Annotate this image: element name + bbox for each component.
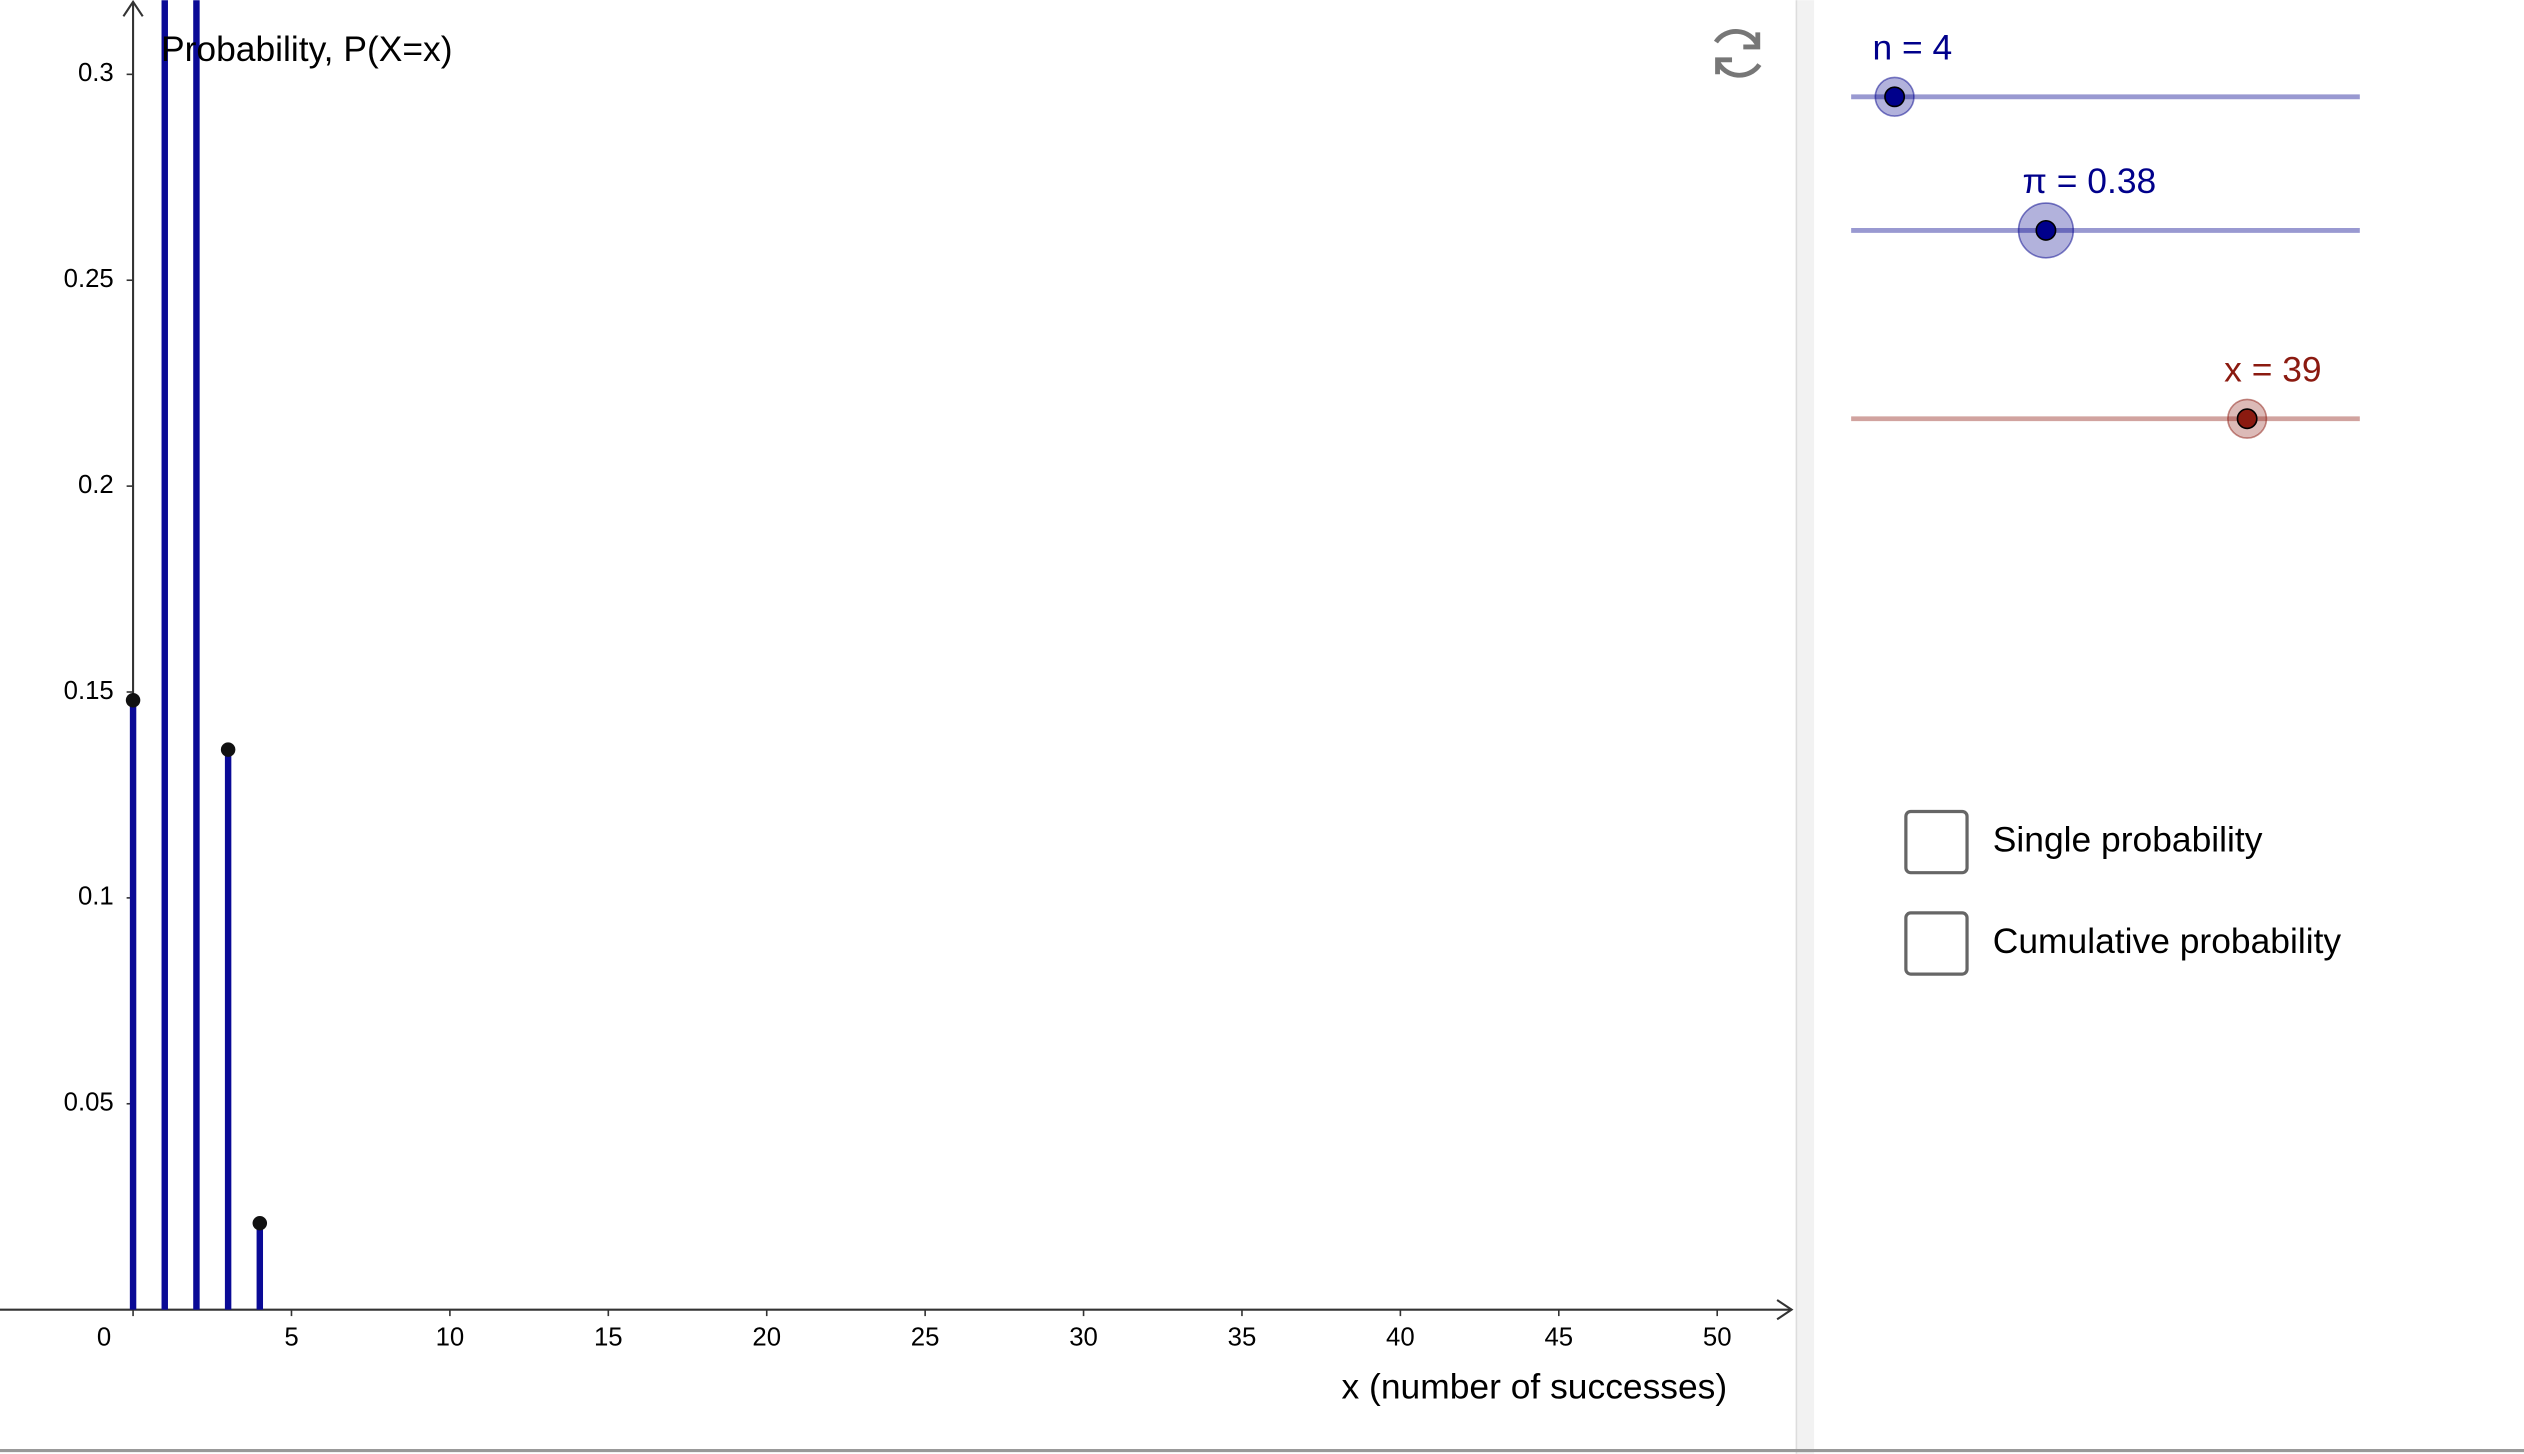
refresh-button[interactable] bbox=[1713, 29, 1762, 78]
y-tick-label: 0.3 bbox=[78, 59, 114, 87]
x-tick-label: 0 bbox=[97, 1323, 111, 1351]
x-tick-label: 25 bbox=[911, 1323, 940, 1351]
y-tick-label: 0.2 bbox=[78, 471, 114, 499]
x-tick-label: 35 bbox=[1228, 1323, 1257, 1351]
x-tick-label: 45 bbox=[1544, 1323, 1573, 1351]
stems bbox=[125, 0, 268, 1310]
slider-label: π = 0.38 bbox=[2023, 161, 2157, 201]
x-tick-label: 15 bbox=[594, 1323, 623, 1351]
y-tick-label: 0.05 bbox=[64, 1089, 114, 1117]
x-axis-arrow bbox=[1776, 1299, 1794, 1321]
slider-label: x = 39 bbox=[2224, 349, 2321, 389]
y-axis-arrow bbox=[122, 0, 144, 17]
panel-divider bbox=[1796, 0, 1815, 1454]
slider[interactable]: n = 4 bbox=[1851, 27, 2360, 117]
plot-area: 0 5 10 15 20 25 30 35 40 45 50 0.05 0.1 0.15 0.2 0.25 0.… bbox=[0, 0, 1794, 1351]
y-tick-label: 0.1 bbox=[78, 883, 114, 911]
slider-knob bbox=[1884, 86, 1906, 108]
checkbox[interactable]: Single probability bbox=[1904, 809, 2263, 875]
slider[interactable]: x = 39 bbox=[1851, 349, 2360, 439]
slider-knob bbox=[2035, 219, 2057, 241]
x-tick-label: 20 bbox=[752, 1323, 781, 1351]
stem-point bbox=[220, 742, 236, 757]
controls-panel: n = 4 π = 0.38 x = 39 Single probability Cum… bbox=[1851, 27, 2360, 976]
x-tick-label: 50 bbox=[1703, 1323, 1732, 1351]
slider-label: n = 4 bbox=[1872, 27, 1952, 67]
stem-point bbox=[125, 692, 141, 708]
slider-knob bbox=[2236, 408, 2258, 430]
checkbox[interactable]: Cumulative probability bbox=[1904, 911, 2342, 976]
x-tick-label: 30 bbox=[1069, 1323, 1098, 1351]
slider[interactable]: π = 0.38 bbox=[1851, 161, 2360, 259]
y-tick-label: 0.25 bbox=[64, 265, 114, 293]
checkbox-box bbox=[1904, 809, 1969, 875]
x-tick-label: 5 bbox=[284, 1323, 298, 1351]
checkbox-box bbox=[1904, 911, 1969, 976]
checkbox-label: Cumulative probability bbox=[1993, 921, 2342, 961]
x-tick-label: 10 bbox=[436, 1323, 465, 1351]
stem-point bbox=[252, 1215, 268, 1231]
y-axis-label: Probability, P(X=x) bbox=[161, 29, 453, 69]
y-tick-label: 0.15 bbox=[64, 677, 114, 705]
x-axis-label: x (number of successes) bbox=[1342, 1367, 1728, 1407]
x-tick-label: 40 bbox=[1386, 1323, 1415, 1351]
checkbox-label: Single probability bbox=[1993, 819, 2263, 859]
